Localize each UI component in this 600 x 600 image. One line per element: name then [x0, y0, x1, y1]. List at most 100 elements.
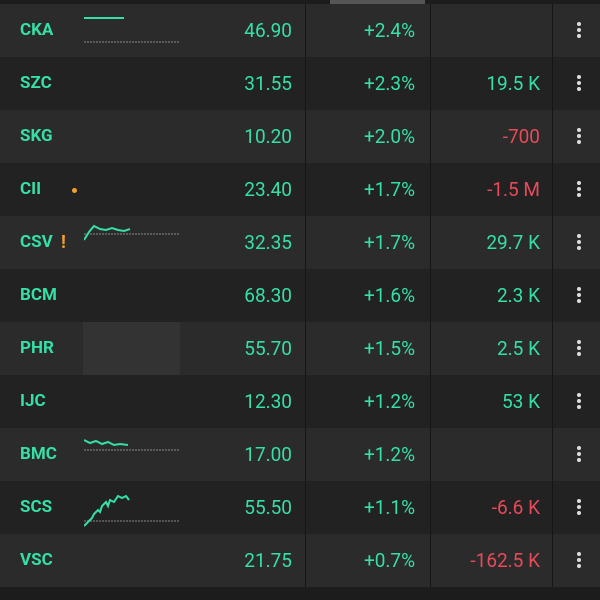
- divider: [552, 322, 553, 375]
- change: +2.3%: [363, 72, 415, 95]
- divider: [552, 428, 553, 481]
- more-menu[interactable]: [577, 287, 581, 305]
- divider: [305, 481, 306, 534]
- price: 55.70: [244, 337, 292, 360]
- stock-row[interactable]: SCS 55.50 +1.1% -6.6 K: [0, 481, 600, 534]
- stock-row[interactable]: SZC 31.55 +2.3% 19.5 K: [0, 57, 600, 110]
- divider: [552, 216, 553, 269]
- price: 68.30: [244, 284, 292, 307]
- stock-row[interactable]: IJC 12.30 +1.2% 53 K: [0, 375, 600, 428]
- change: +1.2%: [363, 443, 415, 466]
- divider: [552, 534, 553, 587]
- more-menu[interactable]: [577, 446, 581, 464]
- divider: [430, 375, 431, 428]
- divider: [552, 110, 553, 163]
- more-menu[interactable]: [577, 393, 581, 411]
- volume: 2.3 K: [496, 284, 540, 307]
- divider: [305, 322, 306, 375]
- price: 17.00: [244, 443, 292, 466]
- change: +1.1%: [363, 496, 415, 519]
- change: +0.7%: [363, 549, 415, 572]
- stock-row[interactable]: CSV! 32.35 +1.7% 29.7 K: [0, 216, 600, 269]
- divider: [552, 163, 553, 216]
- price: 10.20: [244, 125, 292, 148]
- divider: [552, 375, 553, 428]
- ticker: PHR: [20, 338, 54, 358]
- ticker: BMC: [20, 444, 57, 464]
- divider: [305, 375, 306, 428]
- divider: [305, 163, 306, 216]
- price: 21.75: [244, 549, 292, 572]
- volume: 2.5 K: [496, 337, 540, 360]
- change: +1.7%: [363, 178, 415, 201]
- stock-row[interactable]: SKG 10.20 +2.0% -700: [0, 110, 600, 163]
- price: 32.35: [244, 231, 292, 254]
- divider: [430, 163, 431, 216]
- more-menu[interactable]: [577, 499, 581, 517]
- volume: 53 K: [502, 390, 540, 413]
- stock-row[interactable]: PHR 55.70 +1.5% 2.5 K: [0, 322, 600, 375]
- divider: [430, 216, 431, 269]
- sparkline: [84, 224, 180, 241]
- sparkline-cell: [83, 322, 180, 375]
- divider: [430, 4, 431, 57]
- sparkline-path: [84, 494, 130, 527]
- more-menu[interactable]: [577, 128, 581, 146]
- volume: -6.6 K: [491, 496, 540, 519]
- price: 12.30: [244, 390, 292, 413]
- stock-row[interactable]: VSC 21.75 +0.7% -162.5 K: [0, 534, 600, 587]
- price: 46.90: [244, 19, 292, 42]
- volume: -700: [502, 125, 540, 148]
- stock-row[interactable]: CII 23.40 +1.7% -1.5 M: [0, 163, 600, 216]
- divider: [552, 481, 553, 534]
- price: 23.40: [244, 178, 292, 201]
- divider: [552, 57, 553, 110]
- price: 55.50: [244, 496, 292, 519]
- volume: -162.5 K: [470, 549, 540, 572]
- more-menu[interactable]: [577, 552, 581, 570]
- divider: [430, 534, 431, 587]
- more-menu[interactable]: [577, 75, 581, 93]
- volume: -1.5 M: [487, 178, 540, 201]
- ticker: SKG: [20, 126, 53, 146]
- volume: 19.5 K: [486, 72, 540, 95]
- change: +2.4%: [363, 19, 415, 42]
- change: +1.5%: [363, 337, 415, 360]
- stock-row[interactable]: BCM 68.30 +1.6% 2.3 K: [0, 269, 600, 322]
- alert-flag: !: [61, 232, 66, 253]
- header-bar: [330, 0, 425, 4]
- stock-row[interactable]: BMC 17.00 +1.2%: [0, 428, 600, 481]
- change: +1.6%: [363, 284, 415, 307]
- ticker: CKA: [20, 20, 54, 40]
- divider: [552, 269, 553, 322]
- divider: [305, 534, 306, 587]
- volume: 29.7 K: [486, 231, 540, 254]
- more-menu[interactable]: [577, 22, 581, 40]
- divider: [305, 57, 306, 110]
- more-menu[interactable]: [577, 181, 581, 199]
- divider: [430, 322, 431, 375]
- divider: [305, 4, 306, 57]
- ticker: CII: [20, 179, 42, 199]
- ticker: CSV: [20, 232, 53, 252]
- sparkline: [84, 439, 180, 451]
- ticker: BCM: [20, 285, 57, 305]
- alert-dot: [72, 188, 77, 193]
- change: +2.0%: [363, 125, 415, 148]
- divider: [305, 216, 306, 269]
- divider: [552, 4, 553, 57]
- ticker: VSC: [20, 550, 53, 570]
- divider: [305, 110, 306, 163]
- stock-row[interactable]: CKA 46.90 +2.4%: [0, 4, 600, 57]
- sparkline-path: [84, 439, 129, 447]
- ticker: SZC: [20, 73, 52, 93]
- divider: [430, 110, 431, 163]
- divider: [430, 269, 431, 322]
- ticker: IJC: [20, 391, 46, 411]
- more-menu[interactable]: [577, 340, 581, 358]
- ticker: SCS: [20, 497, 53, 517]
- change: +1.7%: [363, 231, 415, 254]
- price: 31.55: [244, 72, 292, 95]
- more-menu[interactable]: [577, 234, 581, 252]
- divider: [430, 428, 431, 481]
